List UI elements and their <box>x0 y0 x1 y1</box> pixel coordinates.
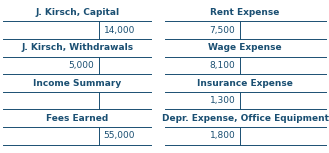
Text: Insurance Expense: Insurance Expense <box>197 78 293 88</box>
Text: Income Summary: Income Summary <box>33 78 121 88</box>
Text: J. Kirsch, Capital: J. Kirsch, Capital <box>35 8 119 17</box>
Text: 5,000: 5,000 <box>68 61 94 70</box>
Text: J. Kirsch, Withdrawals: J. Kirsch, Withdrawals <box>21 43 133 52</box>
Text: 1,800: 1,800 <box>210 131 235 140</box>
Text: Depr. Expense, Office Equipment: Depr. Expense, Office Equipment <box>162 114 329 123</box>
Text: Wage Expense: Wage Expense <box>208 43 282 52</box>
Text: Rent Expense: Rent Expense <box>211 8 280 17</box>
Text: 55,000: 55,000 <box>104 131 135 140</box>
Text: 7,500: 7,500 <box>210 26 235 35</box>
Text: Fees Earned: Fees Earned <box>46 114 109 123</box>
Text: 1,300: 1,300 <box>210 96 235 105</box>
Text: 14,000: 14,000 <box>104 26 135 35</box>
Text: 8,100: 8,100 <box>210 61 235 70</box>
